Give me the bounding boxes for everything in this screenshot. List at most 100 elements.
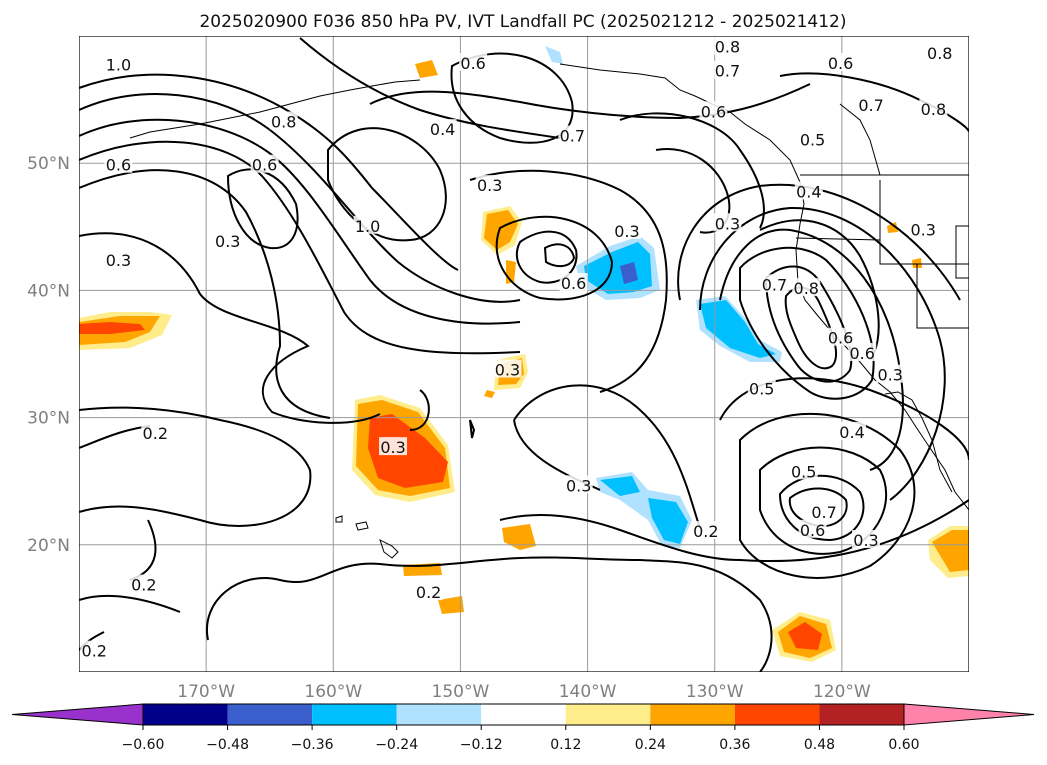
contour-label: 0.7: [858, 96, 883, 115]
colorbar-bin: [143, 704, 228, 725]
contour-label: 0.2: [82, 642, 107, 661]
contour-label: 0.3: [215, 232, 240, 251]
contour-label: 0.3: [477, 176, 502, 195]
contour-label: 0.6: [252, 156, 277, 175]
contour-labels: 1.0 0.60.80.7 0.60.80.7 0.80.60.8 0.4 0.7 0.50…: [80, 36, 954, 661]
contour-label-bg: [80, 640, 109, 659]
contour-label-bg: [129, 574, 158, 593]
lat-label: 20°N: [27, 536, 70, 556]
contour-label: 0.6: [849, 344, 874, 363]
contour-label-bg: [104, 54, 133, 73]
contour-label: 0.3: [106, 251, 131, 270]
lat-label: 50°N: [27, 154, 70, 174]
colorbar-bin: [396, 704, 482, 725]
contour-label-bg: [792, 278, 821, 297]
colorbar-tick-label: −0.60: [122, 737, 165, 753]
contour-label-bg: [558, 125, 587, 144]
figure-title: 2025020900 F036 850 hPa PV, IVT Landfall…: [199, 12, 846, 32]
contour-label-bg: [852, 529, 881, 548]
contour-label-bg: [713, 60, 742, 79]
lat-axis-labels: 50°N 40°N 30°N 20°N: [27, 154, 70, 556]
contour-label-bg: [794, 181, 823, 200]
colorbar-tick-label: −0.12: [460, 737, 503, 753]
colorbar-tick-label: 0.36: [719, 737, 750, 753]
contour-label: 0.5: [800, 130, 825, 149]
colorbar-under-arrow: [11, 703, 144, 726]
colorbar-tick-label: 0.48: [804, 737, 835, 753]
contour-label: 0.2: [131, 576, 156, 595]
contour-label: 0.3: [614, 222, 639, 241]
contour-label: 0.6: [828, 329, 853, 348]
contour-label-bg: [414, 582, 443, 601]
contour-label-bg: [493, 359, 522, 378]
coastlines: [129, 63, 969, 559]
contour-label-bg: [612, 220, 641, 239]
contour-label: 0.6: [460, 54, 485, 73]
contour-label: 0.8: [794, 279, 819, 298]
contour-label-bg: [838, 421, 867, 440]
contour-label-bg: [826, 327, 855, 346]
contour-label: 0.5: [791, 462, 816, 481]
contour-label-bg: [919, 98, 948, 117]
contour-label-bg: [691, 521, 720, 540]
colorbar-tick-label: 0.60: [888, 737, 919, 753]
colorbar-frame: [142, 703, 905, 726]
contour-label: 0.8: [271, 112, 296, 131]
contour-label-bg: [213, 231, 242, 250]
contour-label-bg: [798, 129, 827, 148]
contour-label: 0.8: [921, 100, 946, 119]
contour-label-bg: [876, 364, 905, 383]
contour-label: 0.4: [796, 182, 821, 201]
colorbar-bin: [312, 704, 397, 725]
contour-label-bg: [104, 154, 133, 173]
lon-label: 160°W: [304, 682, 362, 702]
contour-label-bg: [713, 36, 742, 55]
colorbar-tick-label: −0.36: [291, 737, 334, 753]
colorbar-tick-label: −0.24: [375, 737, 418, 753]
contour-label: 0.7: [560, 126, 585, 145]
contour-label: 0.2: [416, 583, 441, 602]
colorbar-tick-label: −0.48: [206, 737, 249, 753]
contour-label-bg: [353, 215, 382, 234]
colorbar-bin: [650, 704, 735, 725]
colorbar: −0.60 −0.48 −0.36 −0.24 −0.12 0.12 0.24 0.36 0.4…: [11, 703, 1035, 753]
colorbar-bin: [565, 704, 651, 725]
contour-label: 0.6: [106, 156, 131, 175]
colorbar-over-arrow: [903, 703, 1035, 726]
lon-label: 140°W: [559, 682, 617, 702]
colorbar-bin: [819, 704, 904, 725]
contour-label: 0.3: [911, 221, 936, 240]
contour-label-bg: [559, 273, 588, 292]
colorbar-bin: [734, 704, 820, 725]
contour-label: 0.6: [828, 54, 853, 73]
contour-label: 0.2: [693, 522, 718, 541]
lat-label: 40°N: [27, 281, 70, 301]
contour-label: 0.5: [749, 380, 774, 399]
shaded-anomalies: [79, 46, 969, 662]
pc-contours: [79, 37, 969, 672]
contour-label: 0.7: [811, 503, 836, 522]
contour-label-bg: [713, 213, 742, 232]
contour-label-bg: [810, 502, 839, 520]
contour-label: 0.4: [430, 120, 455, 139]
lon-label: 130°W: [686, 682, 744, 702]
lon-label: 170°W: [177, 682, 235, 702]
contour-label: 0.6: [701, 102, 726, 121]
contour-label: 0.7: [715, 62, 740, 81]
colorbar-tick-label: 0.24: [635, 737, 666, 753]
contour-label: 0.4: [839, 423, 864, 442]
contour-label-bg: [826, 52, 855, 71]
contour-label-bg: [760, 274, 789, 293]
contour-label-bg: [789, 461, 818, 480]
contour-label: 1.0: [355, 217, 380, 236]
contour-label-bg: [699, 101, 728, 120]
contour-label-bg: [141, 423, 170, 442]
contour-label-bg: [798, 519, 827, 538]
contour-label: 0.3: [877, 366, 902, 385]
contour-label: 0.2: [143, 424, 168, 443]
contour-label-bg: [925, 42, 954, 61]
contour-label: 0.3: [566, 476, 591, 495]
contour-label: 0.3: [853, 531, 878, 550]
contour-label-bg: [459, 52, 488, 71]
